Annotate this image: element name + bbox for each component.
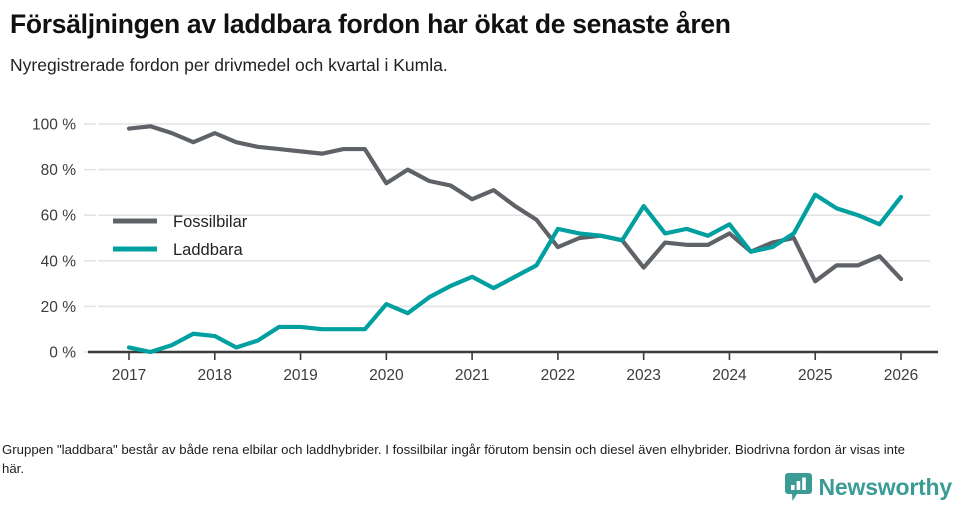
y-axis-tick-label: 40 % <box>41 253 77 270</box>
x-axis-tick-label: 2018 <box>198 367 232 384</box>
y-axis-tick-label: 60 % <box>41 208 77 225</box>
y-axis-tick-labels: 0 % 20 % 40 % 60 % 80 % 100 % <box>32 117 76 362</box>
page-title: Försäljningen av laddbara fordon har öka… <box>10 9 731 39</box>
chart-plot-area: 0 % 20 % 40 % 60 % 80 % 100 % 2017 2018 2019 202… <box>0 108 960 396</box>
series-line-fossilbilar <box>126 124 904 284</box>
y-axis-tick-label: 80 % <box>41 162 77 179</box>
y-axis-tick-label: 20 % <box>41 299 77 316</box>
y-axis-tick-label: 0 % <box>49 345 76 362</box>
x-axis-tick-label: 2023 <box>626 367 660 384</box>
chart-gridlines <box>84 123 930 353</box>
x-axis-line-and-ticks <box>88 350 938 360</box>
chart-series-lines <box>126 124 904 355</box>
y-axis-tick-label: 100 % <box>32 117 76 134</box>
x-axis-tick-labels: 2017 2018 2019 2020 2021 2022 2023 2024 2025 2026 <box>112 367 918 384</box>
x-axis-tick-label: 2022 <box>541 367 575 384</box>
chart-subtitle: Nyregistrerade fordon per drivmedel och … <box>10 55 448 76</box>
x-axis-tick-label: 2021 <box>455 367 489 384</box>
chart-footnote: Gruppen "laddbara" består av både rena e… <box>2 442 905 476</box>
x-axis-tick-label: 2026 <box>884 367 918 384</box>
legend-label-laddbara: Laddbara <box>173 241 244 259</box>
chart-legend: Fossilbilar Laddbara <box>113 213 248 259</box>
line-chart-svg: 0 % 20 % 40 % 60 % 80 % 100 % 2017 2018 2019 202… <box>32 117 938 384</box>
x-axis-tick-label: 2025 <box>798 367 832 384</box>
series-line-laddbara <box>126 192 904 355</box>
logo-wordmark: Newsworthy <box>818 474 953 500</box>
x-axis-tick-label: 2024 <box>712 367 747 384</box>
bar-chart-bubble-icon <box>784 473 812 501</box>
x-axis-tick-label: 2020 <box>369 367 404 384</box>
newsworthy-logo[interactable]: Newsworthy <box>784 473 953 502</box>
legend-label-fossilbilar: Fossilbilar <box>173 213 248 231</box>
x-axis-tick-label: 2019 <box>283 367 317 384</box>
x-axis-tick-label: 2017 <box>112 367 146 384</box>
